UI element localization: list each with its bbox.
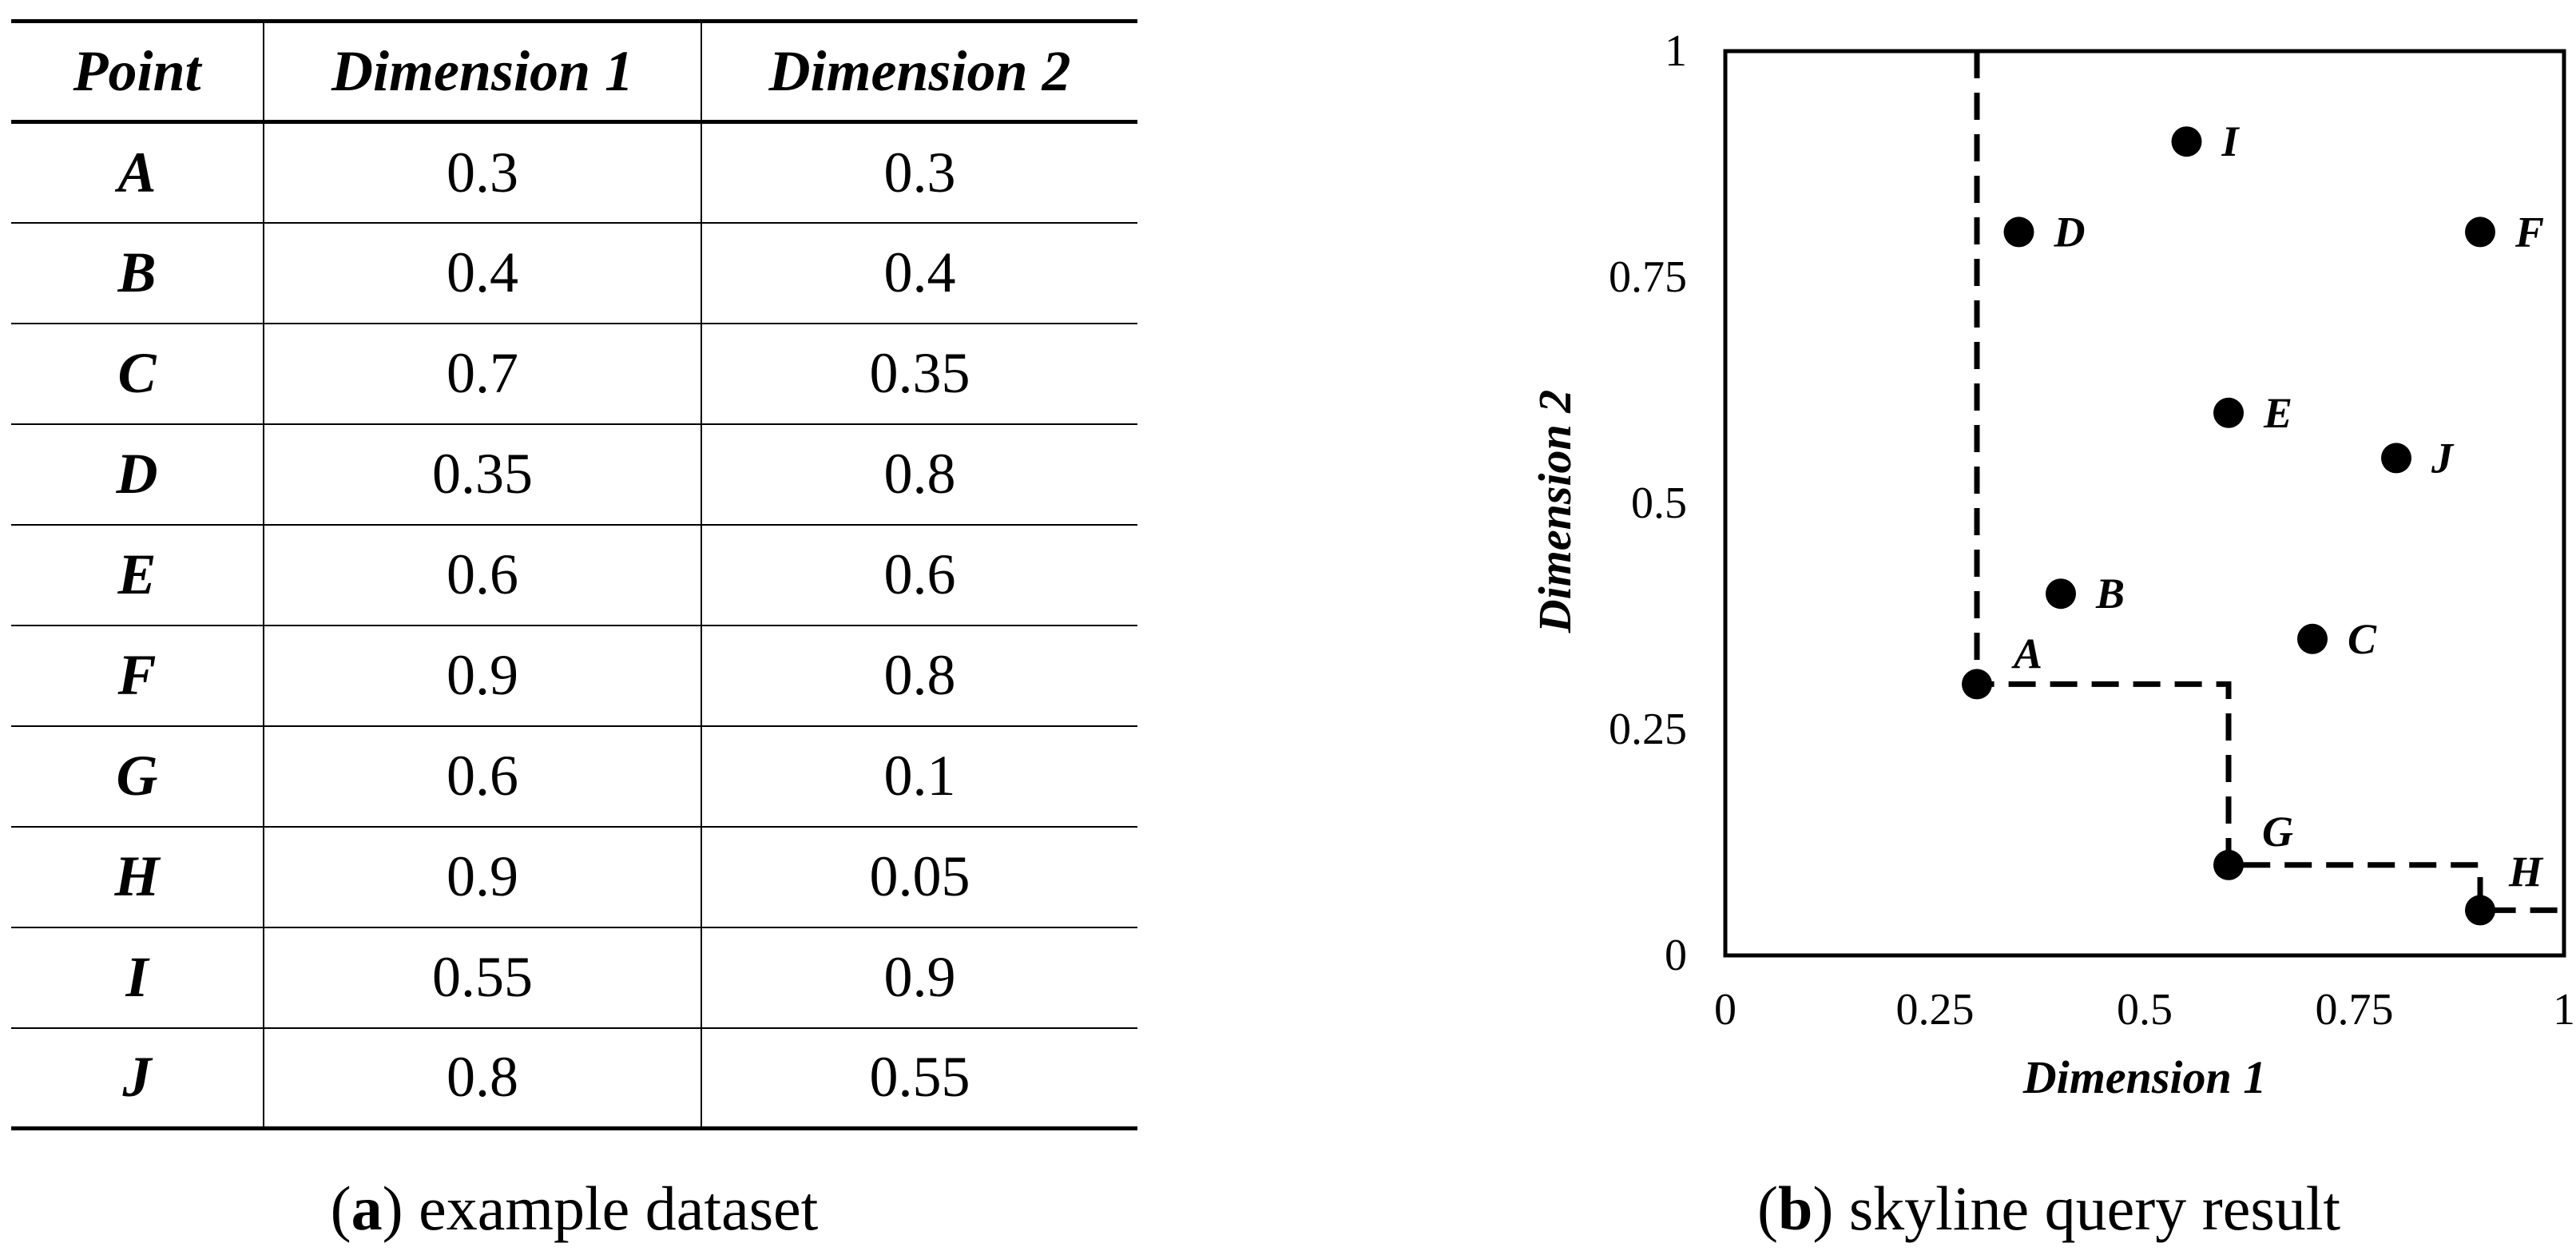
dataset-table-panel: Point Dimension 1 Dimension 2 A 0.3 0.3 … xyxy=(11,19,1137,1130)
dimension-2-cell: 0.8 xyxy=(701,625,1137,727)
dimension-1-cell: 0.35 xyxy=(263,423,701,526)
point-label-b: B xyxy=(2095,570,2125,618)
caption-a-label: a xyxy=(351,1174,383,1243)
y-tick-label: 1 xyxy=(1665,26,1687,76)
y-tick-label: 0.25 xyxy=(1609,705,1687,754)
table-row: A 0.3 0.3 xyxy=(11,121,1137,224)
dimension-1-cell: 0.9 xyxy=(263,826,701,928)
y-tick-label: 0.75 xyxy=(1609,252,1687,302)
table-row: B 0.4 0.4 xyxy=(11,222,1137,324)
point-cell: F xyxy=(11,625,264,727)
dimension-2-cell: 0.35 xyxy=(701,323,1137,425)
point-cell: B xyxy=(11,222,264,324)
point-label-a: A xyxy=(2011,629,2042,677)
y-axis-title: Dimension 2 xyxy=(1529,390,1581,634)
caption-a-text: example dataset xyxy=(403,1174,819,1243)
dimension-1-cell: 0.55 xyxy=(263,927,701,1029)
table-row: H 0.9 0.05 xyxy=(11,826,1137,928)
table-row: I 0.55 0.9 xyxy=(11,927,1137,1029)
dimension-1-cell: 0.9 xyxy=(263,625,701,727)
plot-frame xyxy=(1723,49,2566,958)
point-cell: D xyxy=(11,423,264,526)
skyline-group xyxy=(1974,51,2564,913)
table-row: C 0.7 0.35 xyxy=(11,323,1137,425)
table-row: D 0.35 0.8 xyxy=(11,423,1137,526)
data-point-c xyxy=(2297,623,2328,654)
caption-b: (b) skyline query result xyxy=(1756,1174,2341,1243)
point-label-i: I xyxy=(2221,117,2241,165)
point-cell: H xyxy=(11,826,264,928)
x-tick-label: 0.25 xyxy=(1896,985,1975,1035)
dimension-1-cell: 0.6 xyxy=(263,524,701,626)
x-tick-label: 0.75 xyxy=(2316,985,2394,1035)
point-cell: G xyxy=(11,725,264,828)
dataset-table: Point Dimension 1 Dimension 2 A 0.3 0.3 … xyxy=(11,19,1137,1130)
dimension-2-cell: 0.3 xyxy=(701,121,1137,224)
table-row: E 0.6 0.6 xyxy=(11,524,1137,626)
point-label-j: J xyxy=(2431,434,2455,482)
table-row: F 0.9 0.8 xyxy=(11,625,1137,727)
header-point: Point xyxy=(11,19,264,124)
dimension-1-cell: 0.4 xyxy=(263,222,701,324)
table-row: G 0.6 0.1 xyxy=(11,725,1137,828)
point-cell: I xyxy=(11,927,264,1029)
dimension-2-cell: 0.55 xyxy=(701,1027,1137,1130)
point-label-g: G xyxy=(2262,808,2293,856)
dimension-2-cell: 0.9 xyxy=(701,927,1137,1029)
x-tick-label: 0 xyxy=(1714,985,1737,1035)
table-row: J 0.8 0.55 xyxy=(11,1027,1137,1130)
header-dimension-1: Dimension 1 xyxy=(263,19,701,124)
dimension-1-cell: 0.8 xyxy=(263,1027,701,1130)
dimension-1-cell: 0.7 xyxy=(263,323,701,425)
dimension-2-cell: 0.6 xyxy=(701,524,1137,626)
dimension-1-cell: 0.6 xyxy=(263,725,701,828)
caption-b-text: skyline query result xyxy=(1833,1174,2341,1243)
point-cell: C xyxy=(11,323,264,425)
point-cell: A xyxy=(11,121,264,224)
x-tick-label: 0.5 xyxy=(2117,985,2173,1035)
dimension-2-cell: 0.05 xyxy=(701,826,1137,928)
dimension-1-cell: 0.3 xyxy=(263,121,701,224)
point-label-h: H xyxy=(2508,848,2544,896)
table-header-row: Point Dimension 1 Dimension 2 xyxy=(11,19,1137,124)
caption-a: (a) example dataset xyxy=(330,1174,819,1243)
axes-group: 0 0.25 0.5 0.75 1 0 0.25 0.5 0.75 1 xyxy=(1609,26,2575,1035)
point-label-c: C xyxy=(2348,615,2377,663)
data-point-j xyxy=(2381,443,2411,474)
data-point-e xyxy=(2213,397,2244,428)
data-point-d xyxy=(2003,216,2034,248)
data-point-i xyxy=(2171,126,2202,157)
points-group: A B C D E F G H I J xyxy=(1962,117,2544,926)
dimension-2-cell: 0.1 xyxy=(701,725,1137,828)
data-point-a xyxy=(1962,669,1992,700)
caption-b-label: b xyxy=(1777,1174,1813,1243)
y-tick-label: 0 xyxy=(1665,931,1687,980)
point-label-d: D xyxy=(2054,208,2086,256)
data-point-b xyxy=(2046,578,2076,610)
dimension-2-cell: 0.4 xyxy=(701,222,1137,324)
point-cell: J xyxy=(11,1027,264,1130)
skyline-boundary-line xyxy=(1974,51,2564,913)
data-point-f xyxy=(2465,216,2495,248)
x-tick-label: 1 xyxy=(2553,985,2575,1035)
data-point-h xyxy=(2465,895,2495,926)
point-cell: E xyxy=(11,524,264,626)
point-label-f: F xyxy=(2514,208,2544,256)
x-axis-title: Dimension 1 xyxy=(2022,1051,2267,1103)
header-dimension-2: Dimension 2 xyxy=(701,19,1137,124)
y-tick-label: 0.5 xyxy=(1631,479,1687,528)
point-label-e: E xyxy=(2263,389,2292,437)
data-point-g xyxy=(2213,849,2244,880)
dimension-2-cell: 0.8 xyxy=(701,423,1137,526)
skyline-chart: 0 0.25 0.5 0.75 1 0 0.25 0.5 0.75 1 A B C D E F G H I J Di… xyxy=(1529,26,2575,1103)
